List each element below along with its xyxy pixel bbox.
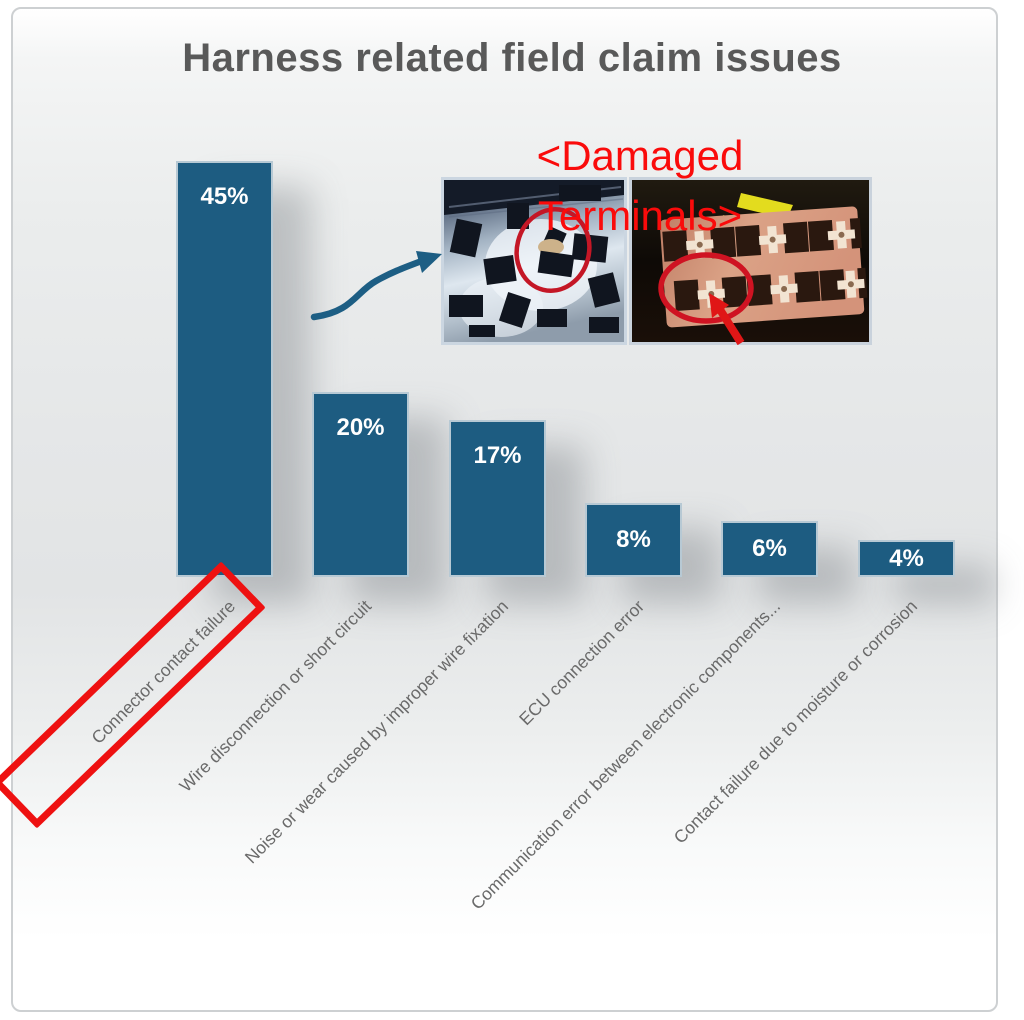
bar: 45%: [176, 161, 273, 577]
bar-value-label: 6%: [752, 535, 787, 562]
callout-line-1: <Damaged: [536, 132, 744, 179]
damaged-terminals-photos: [441, 177, 872, 345]
red-circle-marker-right: [658, 252, 754, 324]
bar: 6%: [721, 521, 818, 577]
bar-value-label: 4%: [889, 544, 924, 572]
red-arrow-marker: [709, 293, 745, 345]
bar: 8%: [585, 503, 682, 577]
curved-arrow-icon: [310, 251, 442, 321]
bar: 4%: [858, 540, 955, 577]
bar-value-label: 8%: [616, 526, 651, 553]
terminal-photo-left: [441, 177, 627, 345]
bar-value-label: 17%: [473, 442, 522, 469]
terminal-photo-right: [629, 177, 872, 345]
red-circle-marker-left: [514, 207, 592, 293]
damaged-terminals-callout: <Damaged Terminals>: [500, 126, 780, 246]
callout-line-2: Terminals>: [537, 192, 743, 239]
bar-value-label: 20%: [336, 414, 385, 441]
bar: 17%: [449, 420, 546, 577]
chart-title: Harness related field claim issues: [182, 36, 842, 80]
bar-value-label: 45%: [200, 183, 249, 210]
bar: 20%: [312, 392, 409, 577]
